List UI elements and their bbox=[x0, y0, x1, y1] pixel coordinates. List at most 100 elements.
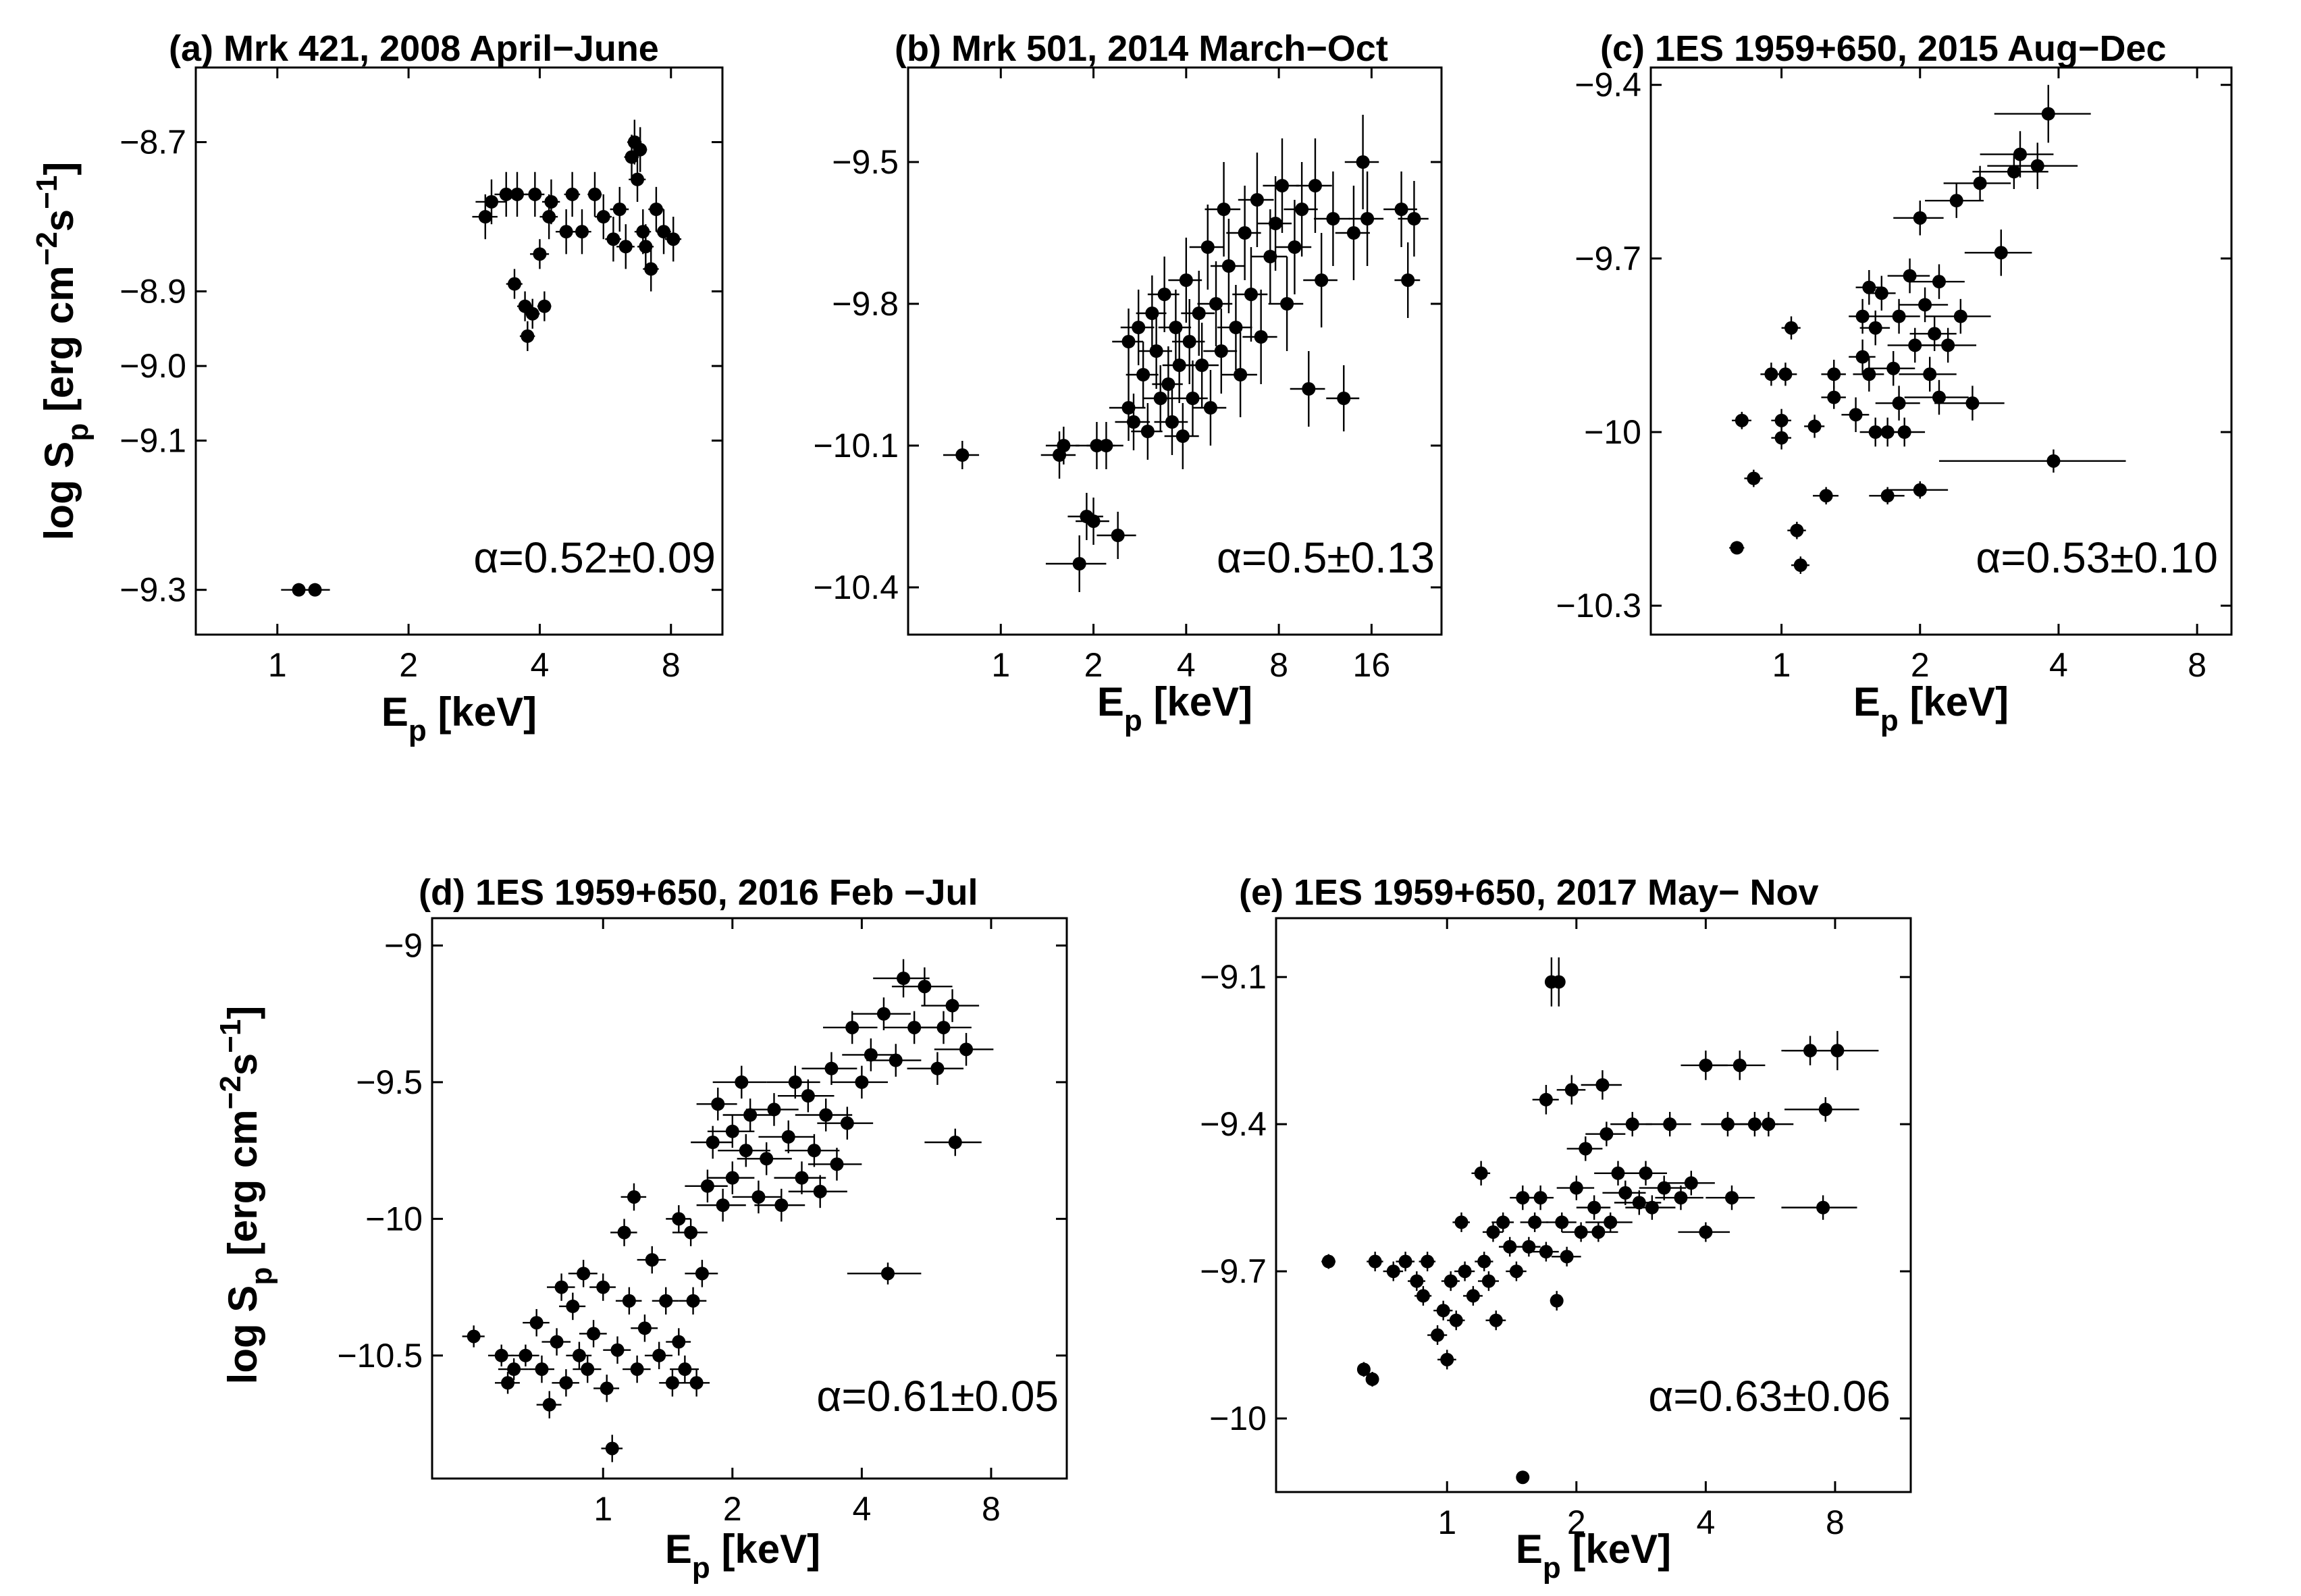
x-tick-label: 1 bbox=[991, 646, 1010, 684]
data-point bbox=[1550, 1294, 1564, 1308]
data-point bbox=[1436, 1304, 1450, 1318]
axis-ticks: 1 2 4 8 16 −9.5 −9.8 −10.1 −10.4 bbox=[813, 68, 1442, 684]
data-point bbox=[587, 1327, 601, 1341]
data-point bbox=[1733, 1058, 1747, 1072]
x-tick-label: 16 bbox=[1353, 646, 1391, 684]
data-points bbox=[467, 972, 974, 1456]
data-point bbox=[1807, 419, 1822, 433]
data-point bbox=[1195, 358, 1209, 372]
data-point bbox=[1337, 392, 1351, 405]
data-point bbox=[1394, 203, 1408, 216]
data-point bbox=[716, 1198, 730, 1213]
error-bars bbox=[281, 119, 682, 596]
data-point bbox=[1522, 1240, 1536, 1254]
data-point bbox=[565, 187, 579, 201]
data-point bbox=[1965, 396, 1980, 410]
data-point bbox=[1179, 273, 1193, 287]
data-point bbox=[2013, 147, 2027, 161]
x-axis-label: Ep [keV] bbox=[1097, 679, 1252, 737]
alpha-annotation: α=0.5±0.13 bbox=[1217, 533, 1435, 582]
data-point bbox=[1774, 431, 1789, 445]
data-point bbox=[631, 172, 645, 186]
data-point bbox=[572, 1348, 586, 1362]
data-point bbox=[1774, 413, 1789, 427]
data-point bbox=[840, 1116, 854, 1130]
data-point bbox=[596, 210, 610, 224]
alpha-annotation: α=0.53±0.10 bbox=[1976, 533, 2218, 582]
data-point bbox=[1090, 439, 1104, 452]
data-point bbox=[1111, 529, 1125, 542]
data-point bbox=[1574, 1225, 1588, 1239]
data-point bbox=[948, 1136, 962, 1149]
y-tick-label: −9.8 bbox=[832, 285, 899, 323]
data-point bbox=[774, 1198, 789, 1213]
data-point bbox=[637, 1321, 652, 1335]
data-point bbox=[695, 1267, 709, 1281]
data-point bbox=[606, 232, 620, 246]
data-point bbox=[1784, 321, 1799, 335]
alpha-annotation: α=0.63±0.06 bbox=[1648, 1372, 1890, 1420]
data-point bbox=[1953, 309, 1967, 323]
data-point bbox=[645, 1253, 659, 1267]
data-point bbox=[824, 1061, 839, 1075]
data-point bbox=[1250, 193, 1264, 207]
axis-ticks: 1 2 4 8 −8.7 −8.9 −9.1 −9.0 −9.3 bbox=[120, 68, 722, 684]
data-point bbox=[1874, 286, 1888, 300]
data-point bbox=[864, 1048, 878, 1062]
data-point bbox=[1611, 1166, 1625, 1180]
data-point bbox=[581, 1362, 595, 1377]
data-point bbox=[930, 1061, 945, 1075]
data-point bbox=[1214, 344, 1228, 358]
data-point bbox=[1645, 1200, 1659, 1215]
data-point bbox=[1913, 483, 1927, 497]
x-tick-label: 2 bbox=[399, 646, 418, 684]
data-point bbox=[566, 1299, 580, 1313]
data-point bbox=[1555, 1215, 1569, 1229]
y-tick-label: −10 bbox=[1584, 413, 1641, 451]
data-point bbox=[1747, 1117, 1762, 1132]
data-point bbox=[1280, 297, 1294, 311]
data-point bbox=[1941, 338, 1955, 352]
data-point bbox=[1477, 1254, 1491, 1269]
data-point bbox=[955, 448, 970, 462]
data-point bbox=[575, 225, 589, 239]
data-point bbox=[1175, 429, 1190, 443]
data-point bbox=[1509, 1265, 1523, 1279]
data-point bbox=[1516, 1191, 1530, 1205]
data-point bbox=[1994, 246, 2008, 260]
panel-title: (a) Mrk 421, 2008 April−June bbox=[169, 28, 659, 69]
data-point bbox=[1663, 1117, 1677, 1132]
y-tick-label: −10 bbox=[365, 1200, 423, 1238]
data-point bbox=[1880, 425, 1895, 439]
data-point bbox=[807, 1144, 821, 1158]
data-point bbox=[706, 1136, 720, 1149]
data-point bbox=[945, 999, 959, 1013]
x-axis-label: Ep [keV] bbox=[381, 689, 537, 747]
data-point bbox=[610, 1343, 625, 1357]
data-point bbox=[554, 1280, 568, 1294]
y-tick-label: −10.4 bbox=[813, 568, 899, 606]
data-point bbox=[1528, 1215, 1542, 1229]
plot-frame bbox=[1275, 917, 1912, 1493]
y-tick-label: −8.9 bbox=[120, 273, 186, 311]
y-tick-label: −9 bbox=[384, 926, 423, 964]
data-point bbox=[484, 194, 498, 209]
data-point bbox=[678, 1362, 692, 1377]
y-tick-label: −10.5 bbox=[337, 1337, 423, 1375]
data-point bbox=[1849, 408, 1863, 422]
data-point bbox=[1595, 1078, 1610, 1092]
data-point bbox=[1516, 1470, 1530, 1485]
data-point bbox=[1321, 1254, 1335, 1269]
data-point bbox=[1803, 1044, 1818, 1058]
x-tick-label: 4 bbox=[1177, 646, 1196, 684]
data-point bbox=[1560, 1250, 1574, 1264]
data-point bbox=[1591, 1225, 1606, 1239]
data-point bbox=[1818, 1102, 1832, 1117]
x-tick-label: 2 bbox=[1567, 1504, 1586, 1541]
y-tick-label: −9.3 bbox=[120, 571, 186, 609]
data-point bbox=[1827, 367, 1841, 381]
data-point bbox=[1203, 401, 1217, 415]
data-point bbox=[600, 1381, 614, 1395]
data-point bbox=[1444, 1274, 1458, 1288]
data-point bbox=[795, 1171, 809, 1185]
